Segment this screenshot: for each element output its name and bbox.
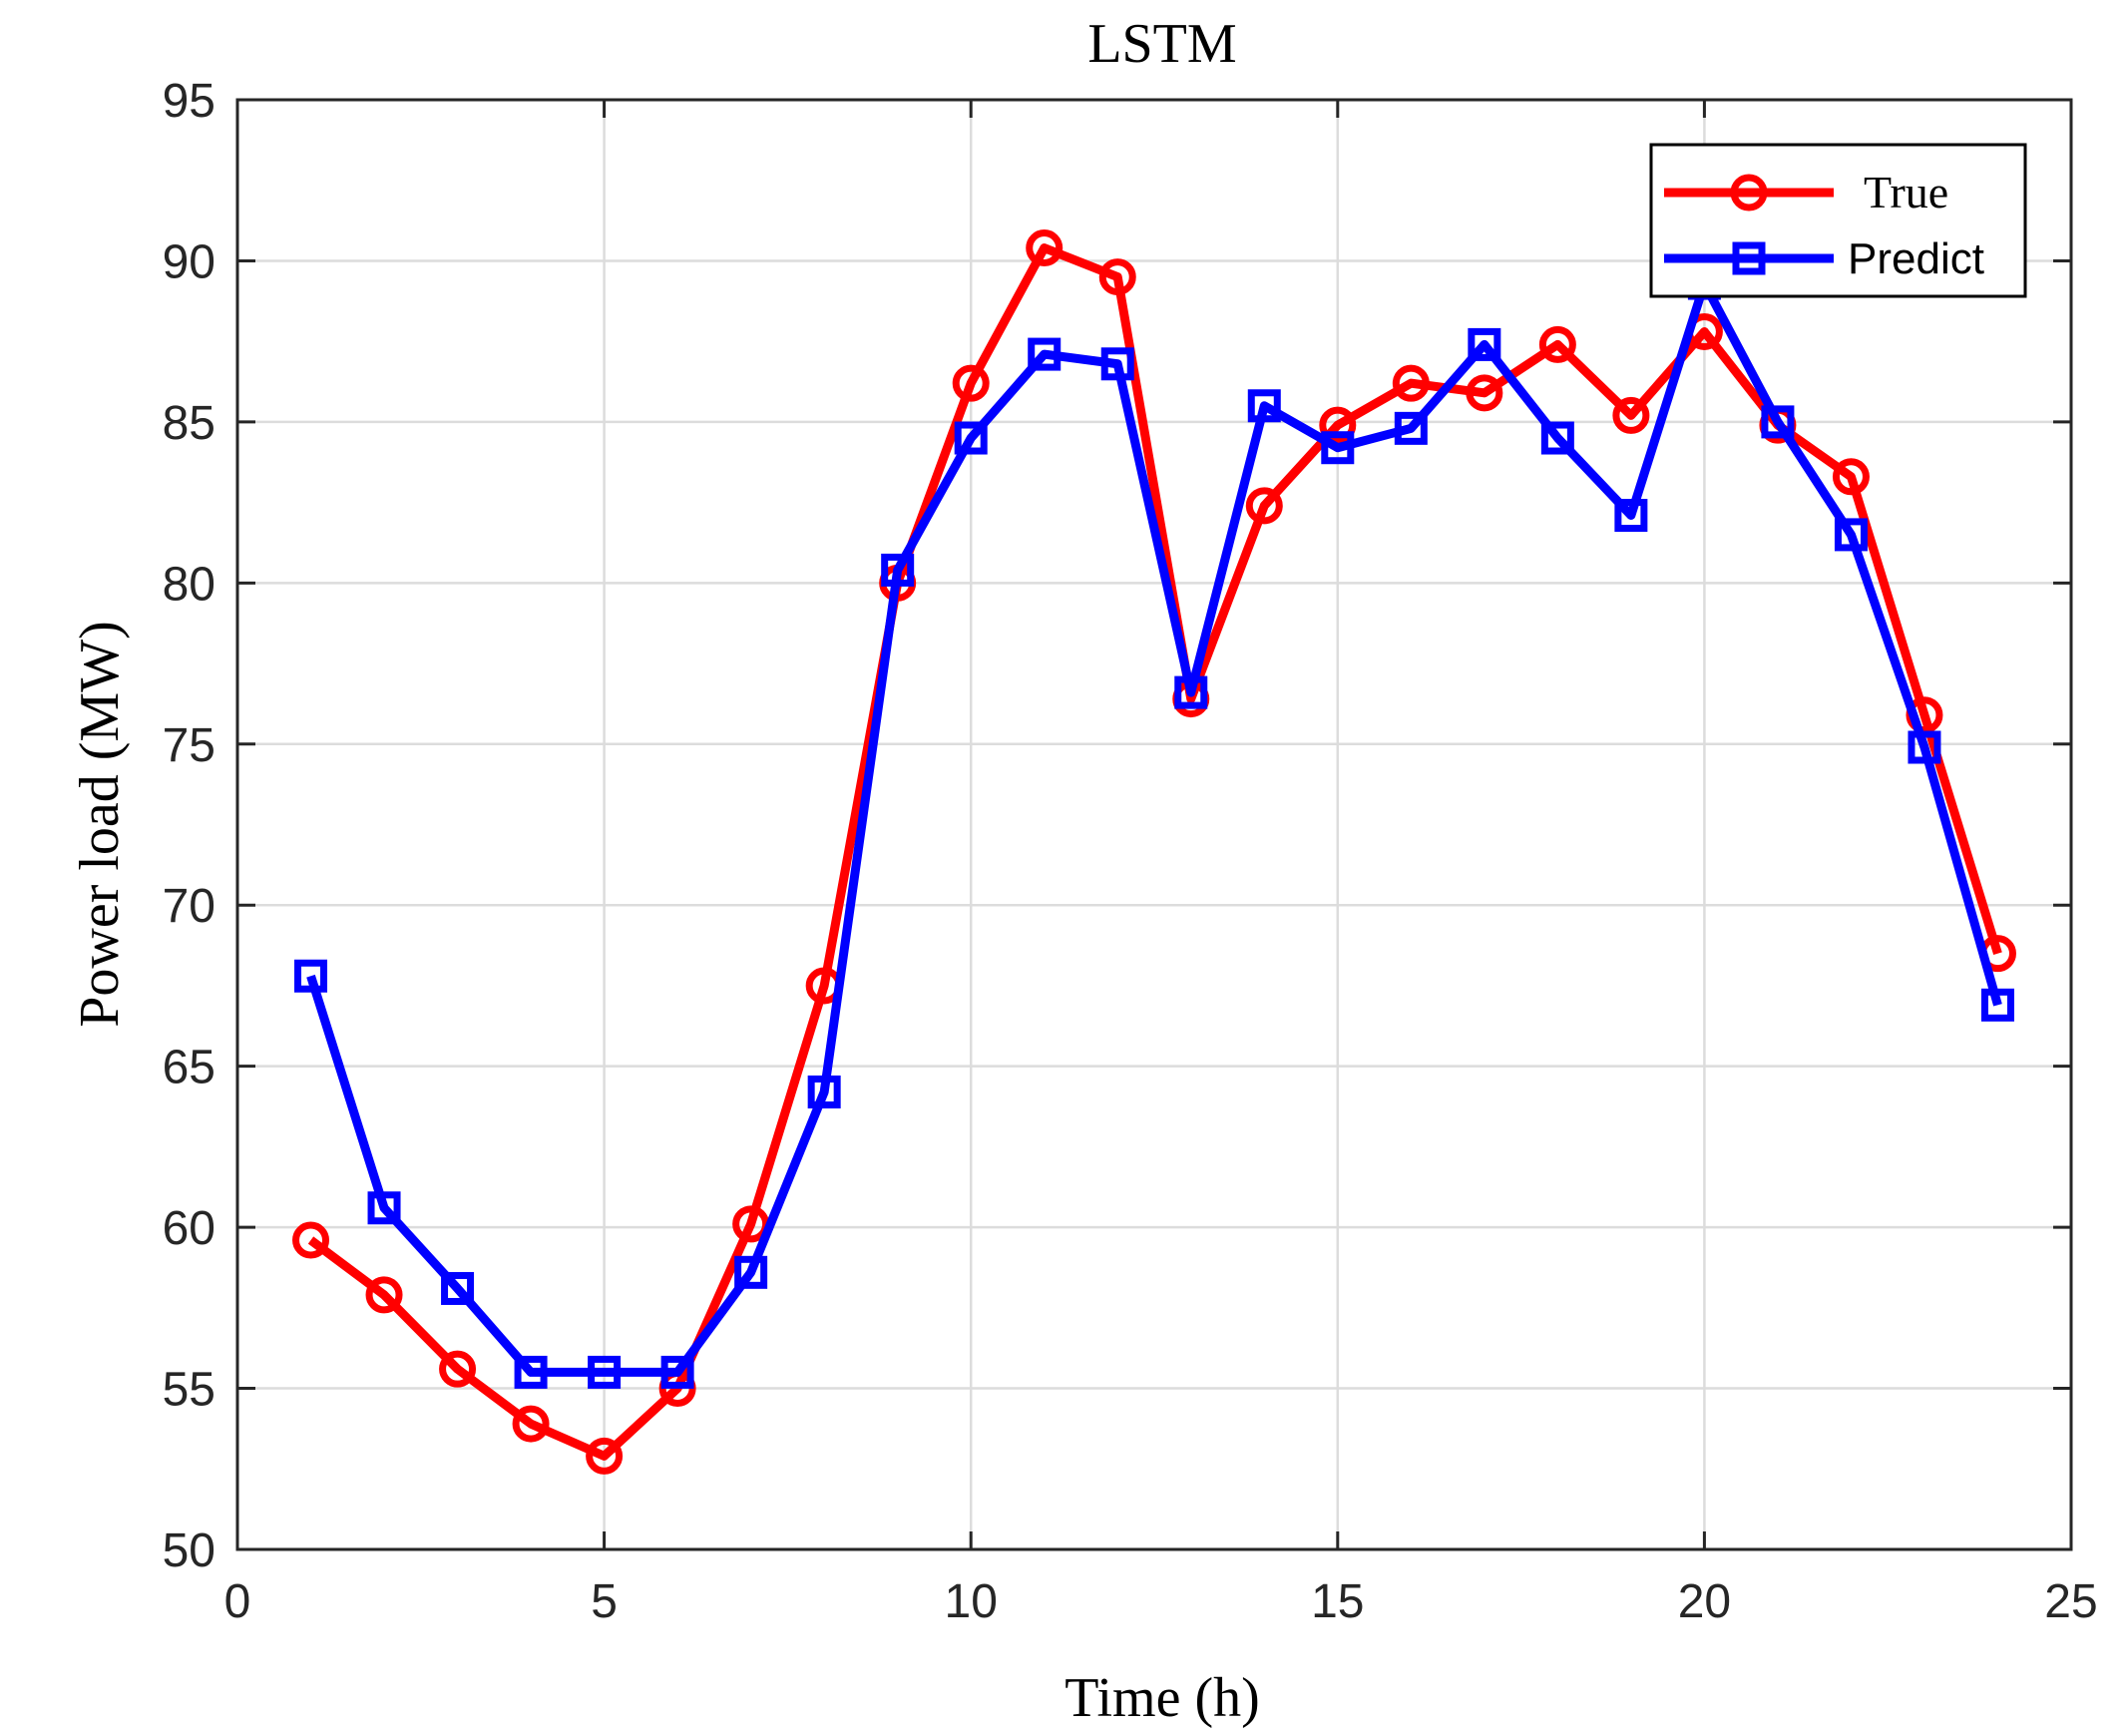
x-tick-label: 20 — [1678, 1575, 1731, 1628]
data-point-true — [292, 1221, 330, 1259]
data-point-predict — [294, 959, 328, 993]
y-tick-label: 75 — [163, 719, 215, 772]
data-point-predict — [1908, 730, 1941, 764]
data-point-predict — [1028, 337, 1062, 371]
data-point-predict — [441, 1271, 475, 1305]
series-true — [292, 229, 2016, 1475]
data-point-predict — [1321, 431, 1355, 465]
data-point-true — [1392, 364, 1430, 402]
x-tick-label: 10 — [945, 1575, 998, 1628]
x-tick-label: 5 — [591, 1575, 618, 1628]
legend-predict-label: Predict — [1848, 234, 1984, 283]
data-point-true — [1538, 325, 1576, 363]
data-point-true — [952, 364, 990, 402]
legend-predict-marker — [1732, 241, 1766, 275]
data-point-predict — [1247, 389, 1281, 423]
data-point-true — [1026, 229, 1064, 267]
series-predict — [294, 266, 2014, 1389]
data-point-true — [1466, 374, 1503, 412]
data-point-true — [586, 1437, 624, 1475]
data-point-true — [1319, 406, 1357, 444]
data-point-predict — [1394, 411, 1428, 445]
y-tick-label: 50 — [163, 1524, 215, 1577]
data-point-predict — [1540, 421, 1574, 455]
legend-true-label: True — [1864, 167, 1948, 217]
data-point-predict — [1100, 347, 1134, 381]
data-point-predict — [1468, 327, 1501, 361]
y-tick-label: 70 — [163, 880, 215, 933]
data-point-true — [1612, 396, 1650, 434]
y-tick-label: 95 — [163, 75, 215, 128]
data-point-predict — [1980, 988, 2014, 1022]
tick-labels-layer: 0 5 10 15 20 25 50 55 60 65 70 75 80 85 90 95 — [163, 75, 2098, 1628]
legend-box — [1649, 143, 2027, 298]
x-axis-label: Time (h) — [1064, 1667, 1260, 1729]
data-point-predict — [660, 1355, 694, 1389]
series-layer — [292, 229, 2016, 1475]
data-point-true — [1245, 487, 1283, 525]
chart-title: LSTM — [1087, 13, 1236, 75]
legend-true-marker — [1730, 174, 1768, 212]
data-point-predict — [588, 1355, 622, 1389]
data-point-predict — [807, 1075, 841, 1108]
grid-layer — [237, 100, 2071, 1549]
data-point-true — [365, 1276, 403, 1314]
y-tick-label: 80 — [163, 558, 215, 611]
series-line-true — [307, 243, 2002, 1461]
y-tick-label: 85 — [163, 397, 215, 450]
data-point-true — [1098, 258, 1136, 296]
y-tick-label: 65 — [163, 1042, 215, 1094]
y-tick-label: 55 — [163, 1364, 215, 1417]
data-point-predict — [367, 1191, 401, 1225]
data-point-predict — [514, 1355, 548, 1389]
data-point-true — [439, 1350, 477, 1388]
series-line-predict — [306, 278, 2002, 1377]
data-point-true — [512, 1405, 550, 1443]
data-point-predict — [1761, 405, 1795, 439]
data-point-predict — [954, 421, 988, 455]
x-tick-label: 0 — [224, 1575, 251, 1628]
ticks-layer — [235, 98, 2073, 1551]
legend: True Predict — [1649, 143, 2027, 298]
y-tick-label: 90 — [163, 235, 215, 288]
data-point-predict — [1174, 675, 1208, 709]
data-point-predict — [881, 553, 915, 587]
x-tick-label: 15 — [1311, 1575, 1364, 1628]
y-axis-label: Power load (MW) — [69, 621, 131, 1027]
axes-frame — [235, 98, 2073, 1551]
data-point-predict — [1834, 518, 1868, 552]
x-tick-label: 25 — [2044, 1575, 2097, 1628]
data-point-true — [1832, 458, 1870, 496]
data-point-predict — [734, 1255, 768, 1289]
data-point-predict — [1614, 499, 1648, 533]
y-tick-label: 60 — [163, 1202, 215, 1255]
